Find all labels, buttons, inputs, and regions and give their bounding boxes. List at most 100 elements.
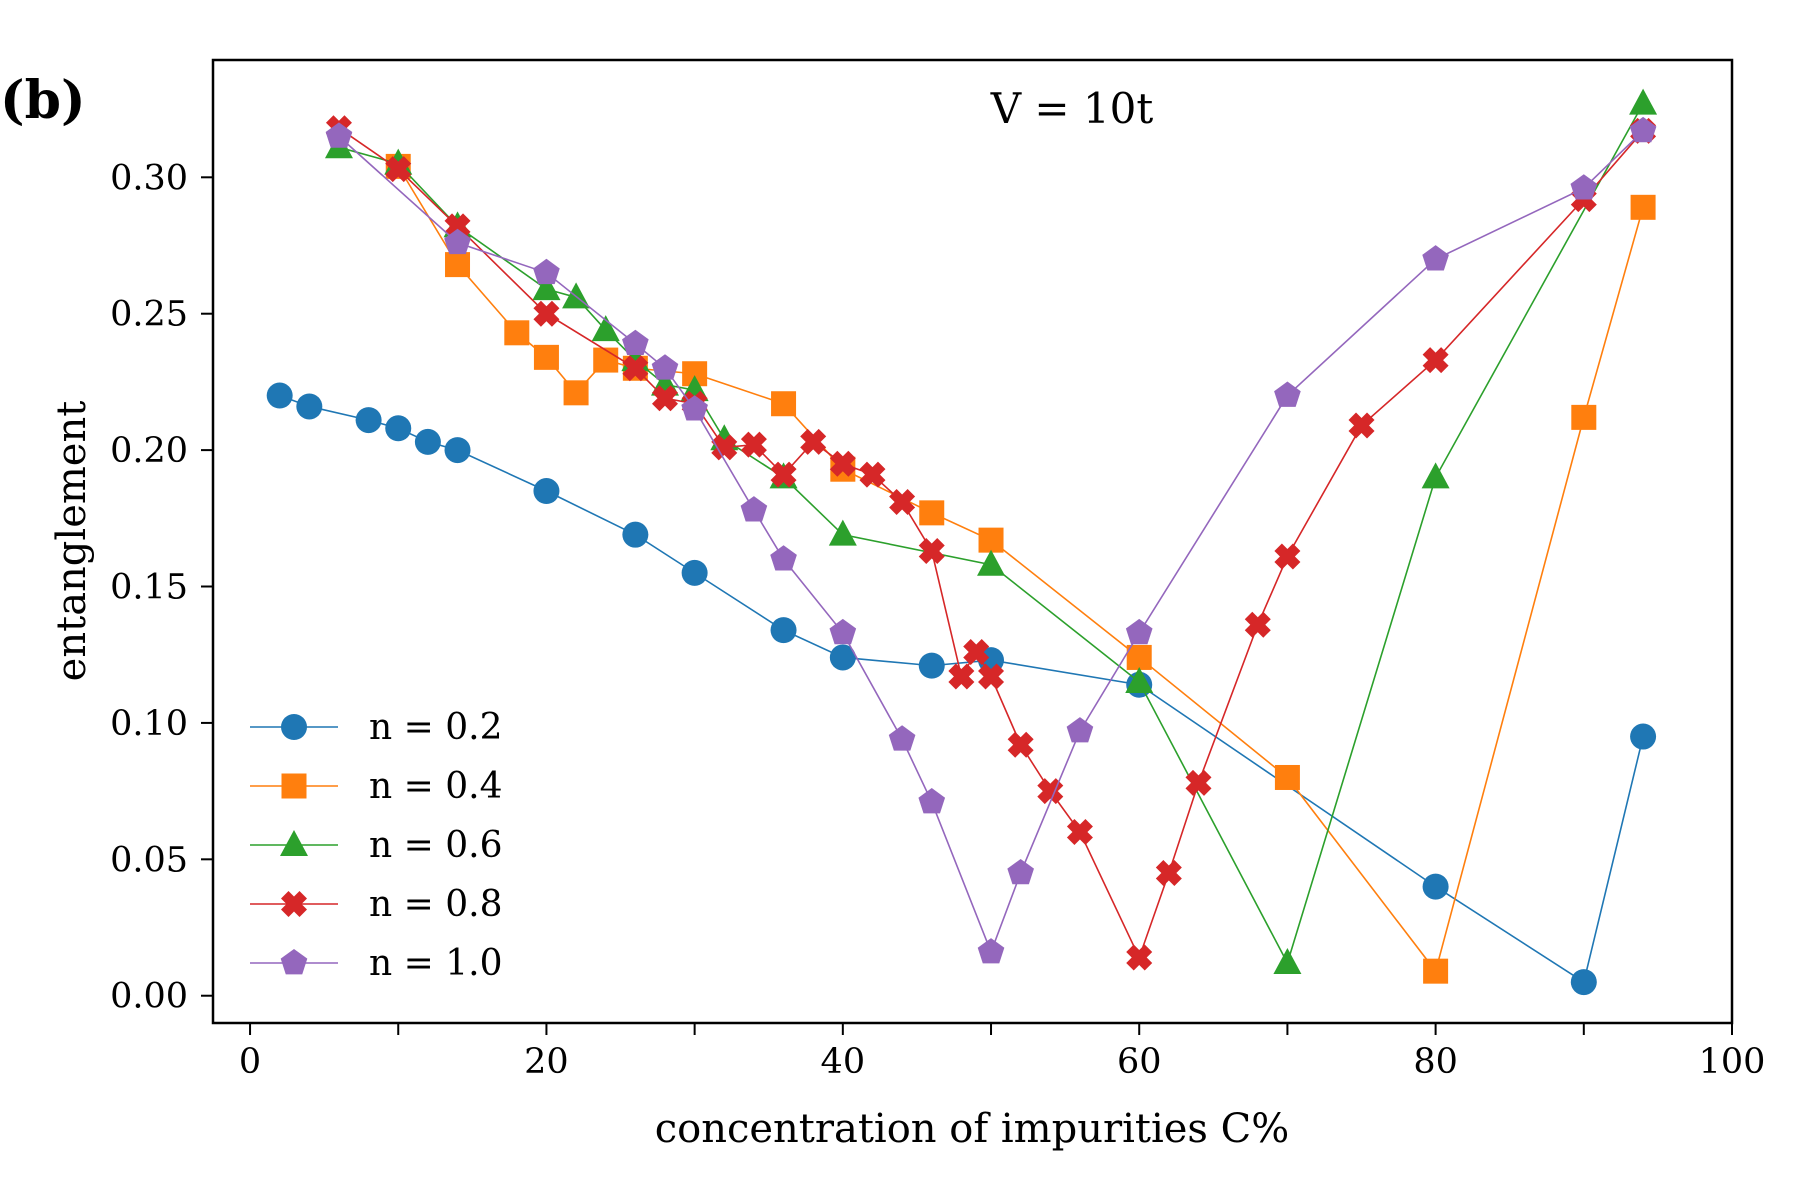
series-4: [325, 115, 1657, 971]
data-point: [296, 393, 323, 420]
data-point: [1273, 947, 1302, 974]
y-tick-label: 0.30: [110, 158, 188, 198]
data-point: [1629, 88, 1658, 115]
data-point: [1570, 174, 1598, 200]
data-point: [918, 538, 945, 565]
data-point: [1125, 618, 1153, 645]
data-point: [444, 228, 471, 255]
legend-marker: [281, 891, 307, 917]
legend-marker: [281, 714, 307, 740]
data-point: [1274, 381, 1301, 407]
data-point: [977, 549, 1006, 576]
data-point: [651, 385, 678, 412]
legend-marker: [281, 773, 307, 799]
data-point: [770, 545, 797, 571]
x-tick-label: 100: [1699, 1042, 1766, 1082]
data-point: [829, 450, 856, 477]
data-point: [1007, 731, 1034, 758]
data-point: [1185, 769, 1212, 796]
data-point: [444, 437, 471, 464]
data-point: [681, 395, 708, 421]
data-point: [1125, 666, 1154, 693]
legend-entry: n = 0.8: [250, 884, 503, 925]
data-point: [1126, 944, 1153, 971]
data-point: [1629, 116, 1657, 143]
legend-marker: [280, 949, 308, 975]
data-point: [1571, 404, 1597, 430]
data-point: [532, 274, 561, 301]
data-point: [888, 725, 916, 751]
y-tick-label: 0.15: [110, 568, 188, 608]
data-point: [533, 344, 559, 370]
data-point: [563, 380, 589, 406]
data-point: [978, 663, 1005, 690]
y-tick-label: 0.00: [110, 977, 188, 1017]
data-point: [918, 652, 945, 679]
y-tick-label: 0.20: [110, 431, 188, 471]
data-point: [771, 391, 797, 417]
x-tick-label: 0: [239, 1042, 261, 1082]
data-point: [681, 559, 708, 586]
data-point: [977, 938, 1005, 964]
data-point: [622, 329, 649, 356]
data-point: [593, 347, 619, 373]
data-point: [325, 122, 353, 148]
data-point: [1007, 858, 1034, 885]
series-5: [325, 116, 1657, 964]
data-point: [963, 638, 990, 665]
data-point: [385, 415, 412, 442]
data-point: [1066, 717, 1094, 743]
data-point: [740, 496, 768, 522]
data-point: [918, 788, 946, 814]
legend-label: n = 0.6: [369, 825, 503, 866]
data-point: [1423, 958, 1449, 984]
data-point: [978, 527, 1004, 553]
data-point: [829, 618, 857, 645]
legend-marker: [280, 830, 308, 856]
data-point: [829, 644, 856, 671]
legend-label: n = 0.2: [369, 707, 503, 748]
data-point: [711, 434, 738, 461]
y-tick-label: 0.10: [110, 704, 188, 744]
data-point: [651, 354, 679, 380]
data-point: [385, 156, 412, 183]
plot-frame: [211, 58, 1734, 1025]
data-point: [1244, 611, 1271, 638]
data-point: [919, 500, 945, 526]
data-point: [1126, 644, 1152, 670]
data-point: [1422, 245, 1449, 271]
data-point: [1274, 764, 1300, 790]
x-axis-label: concentration of impurities C%: [655, 1106, 1290, 1152]
series-layer: [266, 88, 1658, 996]
data-point: [1570, 969, 1597, 996]
y-tick-label: 0.25: [110, 295, 188, 335]
data-point: [800, 428, 827, 455]
data-point: [1422, 873, 1449, 900]
data-point: [444, 213, 471, 240]
legend-entry: n = 0.2: [250, 707, 503, 748]
x-tick-label: 40: [821, 1042, 866, 1082]
data-point: [266, 382, 293, 409]
data-point: [770, 617, 797, 644]
panel-label: (b): [0, 70, 86, 131]
data-point: [889, 488, 916, 515]
data-point: [533, 478, 560, 505]
data-point: [445, 252, 471, 278]
data-point: [533, 258, 560, 285]
y-axis-ticks: 0.00 0.05 0.10 0.15 0.20 0.25 0.30: [110, 158, 213, 1017]
legend-label: n = 1.0: [369, 943, 503, 984]
data-point: [1421, 462, 1450, 489]
x-tick-label: 80: [1413, 1042, 1458, 1082]
annotation-v-10t: V = 10t: [990, 84, 1154, 133]
legend-label: n = 0.4: [369, 766, 503, 807]
y-tick-label: 0.05: [110, 840, 188, 880]
data-point: [948, 663, 975, 690]
legend: n = 0.2 n = 0.4 n = 0.6 n = 0.8 n = 1.0: [250, 707, 503, 984]
x-tick-label: 60: [1117, 1042, 1162, 1082]
data-point: [533, 300, 560, 327]
y-axis-label: entanglement: [49, 401, 95, 682]
data-point: [414, 428, 441, 455]
data-point: [770, 461, 797, 488]
